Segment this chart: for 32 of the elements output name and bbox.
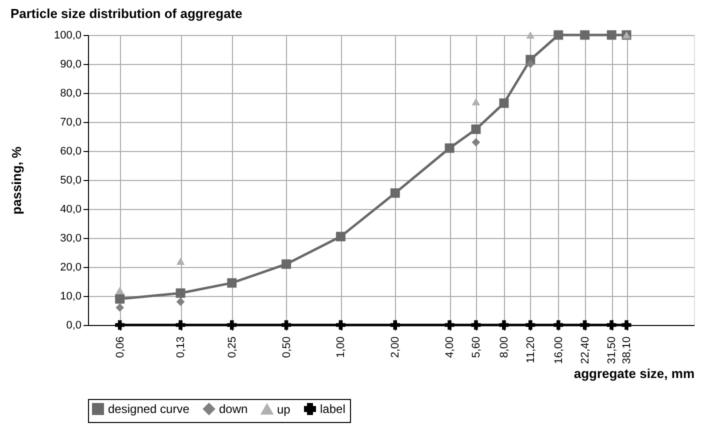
legend-label: label [320, 402, 346, 416]
x-axis-title: aggregate size, mm [574, 366, 694, 382]
y-tick-label: 50,0 [60, 174, 82, 186]
chart-title: Particle size distribution of aggregate [10, 6, 242, 21]
y-tick-label: 40,0 [60, 204, 82, 216]
x-tick-label: 5,60 [470, 336, 482, 358]
x-tick-label: 16,00 [552, 336, 565, 364]
x-tick-label: 0,13 [175, 336, 188, 358]
legend-label: up [277, 402, 291, 416]
y-tick-label: 30,0 [60, 232, 82, 244]
y-tick-label: 10,0 [60, 290, 82, 302]
y-tick-label: 90,0 [60, 58, 82, 70]
y-tick-label: 100,0 [54, 30, 82, 42]
x-tick-label: 22,40 [579, 336, 592, 364]
x-tick-label: 31,50 [606, 336, 618, 364]
x-tick-label: 8,00 [498, 336, 510, 358]
y-tick-label: 20,0 [60, 262, 82, 274]
x-tick-label: 0,25 [226, 336, 238, 358]
x-tick-label: 1,00 [335, 336, 348, 358]
x-tick-label: 11,20 [524, 336, 537, 364]
y-tick-label: 60,0 [60, 146, 82, 158]
x-tick-label: 4,00 [444, 336, 456, 358]
legend-label: designed curve [108, 402, 190, 416]
x-tick-label: 38,10 [621, 336, 634, 364]
y-tick-label: 70,0 [60, 116, 82, 128]
y-tick-label: 80,0 [60, 88, 82, 100]
x-tick-label: 0,06 [114, 336, 126, 358]
y-axis-title: passing, % [8, 146, 24, 214]
x-tick-label: 2,00 [390, 336, 402, 358]
y-tick-label: 0,0 [66, 320, 82, 332]
legend-label: down [219, 402, 248, 416]
x-tick-label: 0,50 [280, 336, 293, 358]
